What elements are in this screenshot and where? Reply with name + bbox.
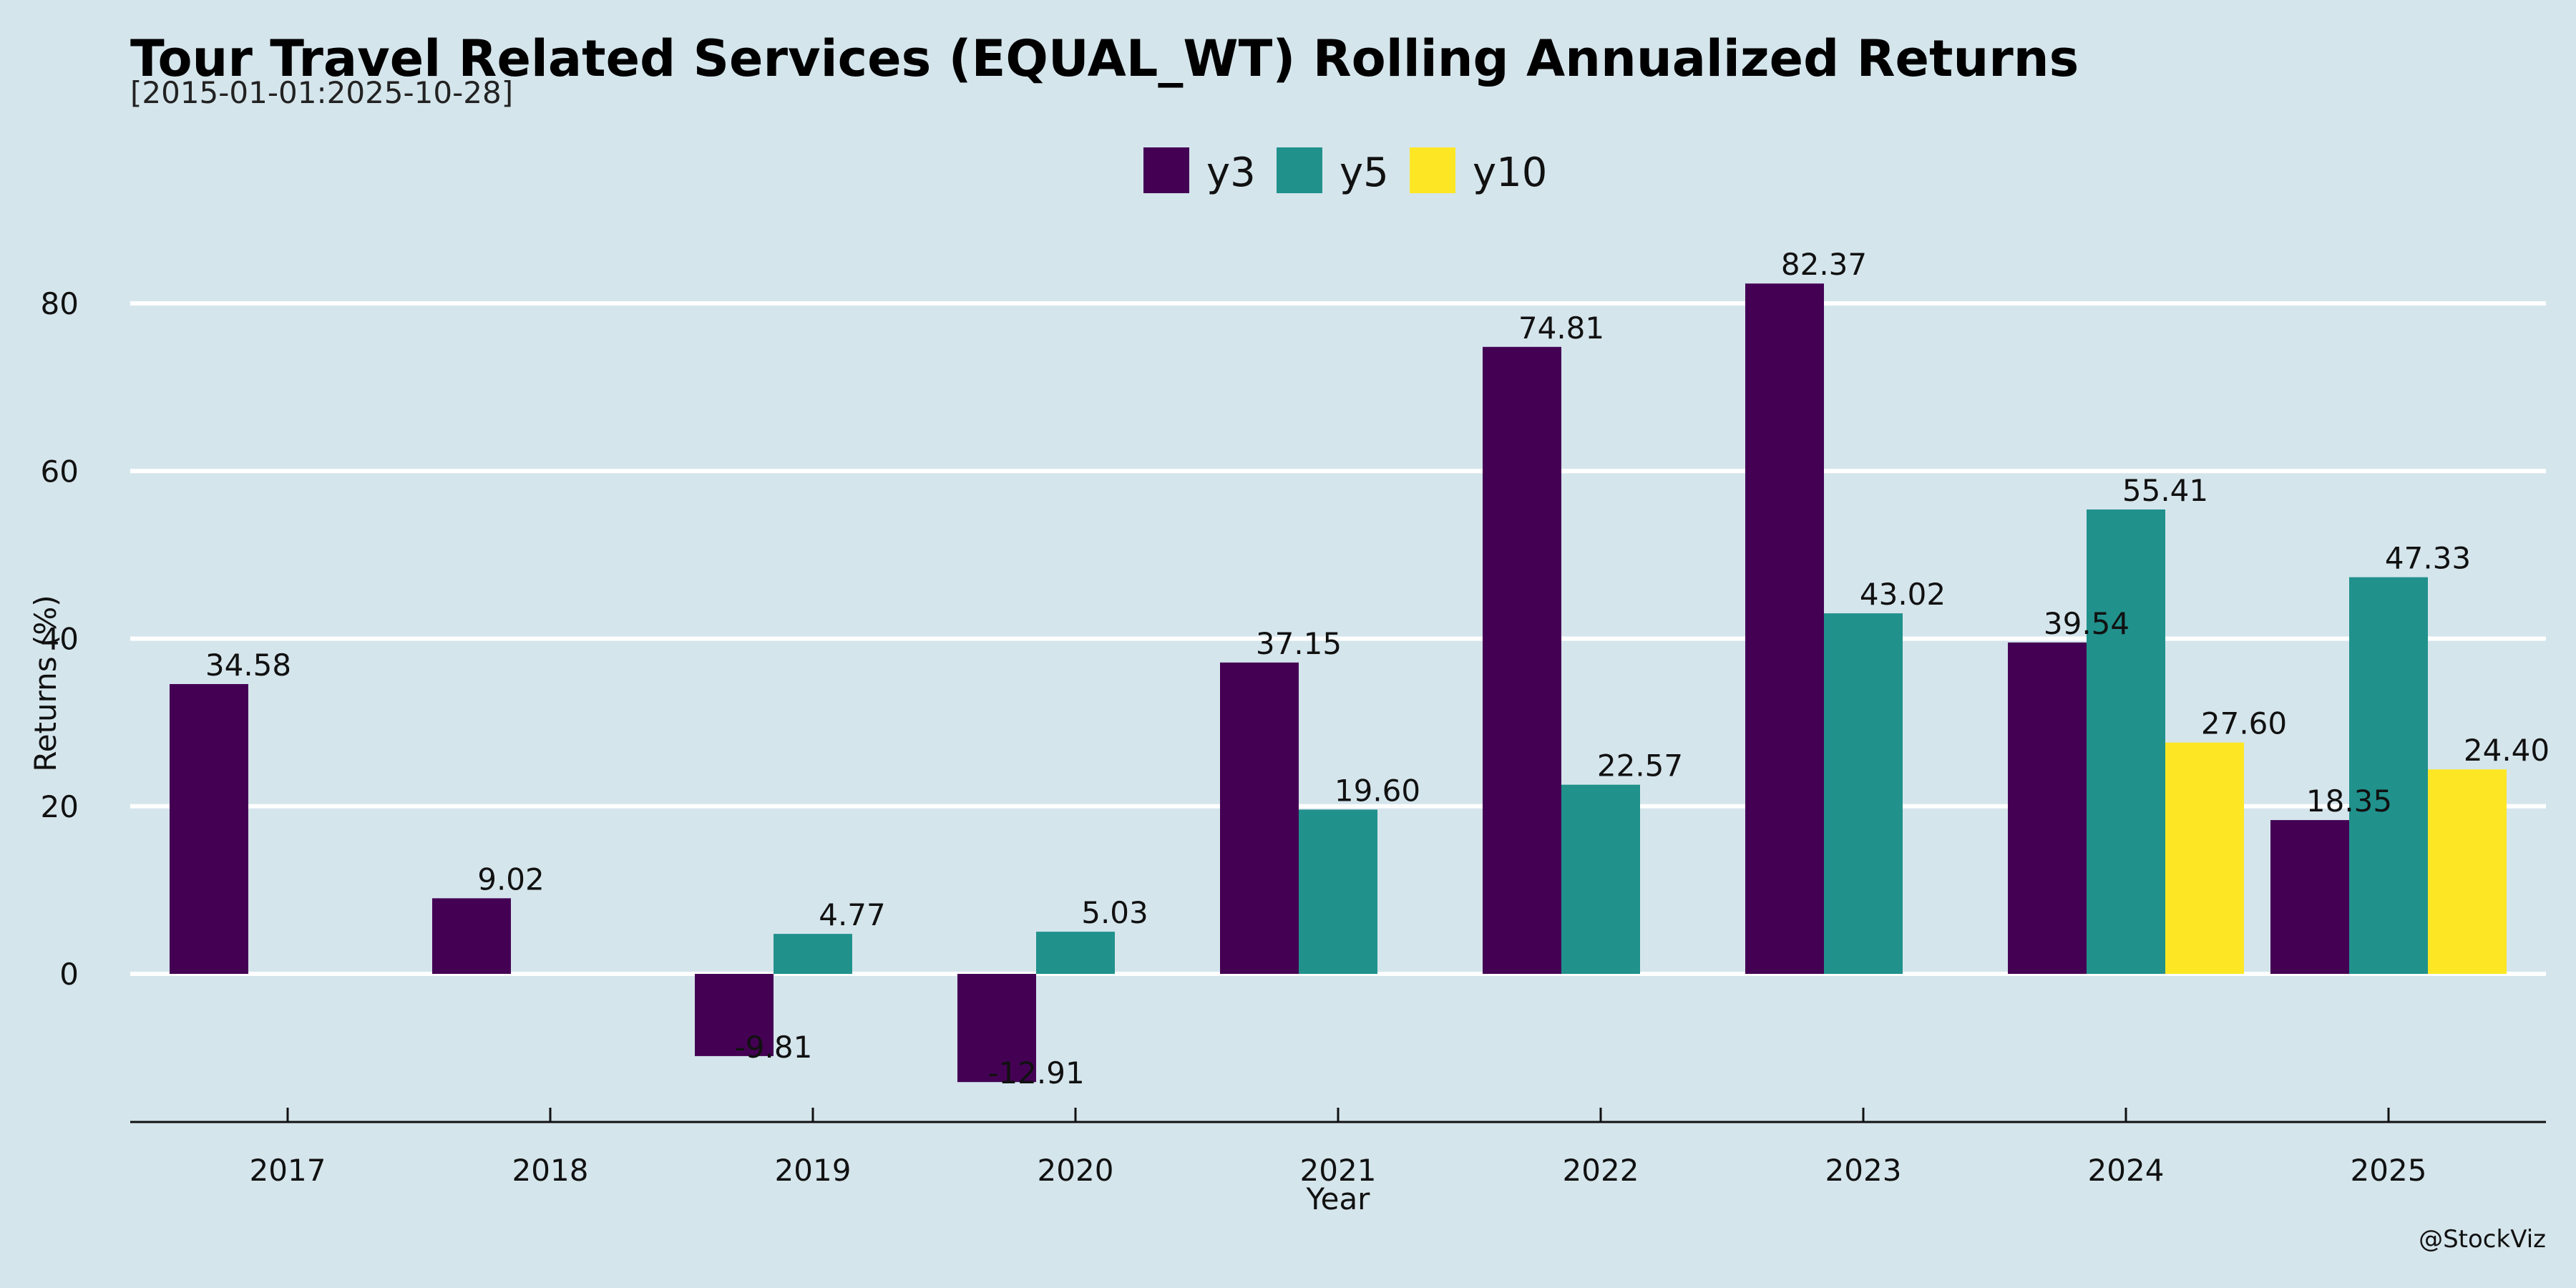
bar-y5-2021 — [1299, 809, 1377, 974]
bar-y5-2020 — [1036, 932, 1115, 974]
bar-y3-2022 — [1483, 346, 1561, 975]
legend-swatch-y10 — [1410, 147, 1455, 193]
chart-title: Tour Travel Related Services (EQUAL_WT) … — [130, 29, 2079, 88]
data-label-y5-2020: 5.03 — [1081, 895, 1148, 930]
bar-y3-2025 — [2270, 820, 2349, 974]
credit-text: @StockViz — [2419, 1225, 2546, 1254]
bar-y10-2024 — [2165, 742, 2244, 974]
data-label-y5-2023: 43.02 — [1860, 577, 1946, 612]
x-axis-ticks: 2017 2018 2019 2020 2021 2022 2023 2024 2025 — [250, 1108, 2427, 1188]
data-label-y3-2017: 34.58 — [205, 648, 291, 683]
data-label-y5-2022: 22.57 — [1597, 748, 1683, 784]
y-tick-label-40: 40 — [41, 622, 79, 657]
bar-y3-2024 — [2008, 642, 2087, 974]
data-label-y5-2025: 47.33 — [2385, 541, 2471, 576]
y-tick-label-60: 60 — [41, 454, 79, 489]
legend: y3 y5 y10 — [1143, 147, 1547, 196]
legend-label-y10: y10 — [1473, 150, 1547, 196]
bar-y3-2021 — [1220, 662, 1299, 974]
data-label-y5-2021: 19.60 — [1335, 773, 1420, 808]
data-label-y3-2025: 18.35 — [2306, 784, 2392, 819]
y-tick-label-80: 80 — [41, 286, 79, 321]
x-tick-label-2017: 2017 — [250, 1153, 326, 1188]
x-tick-label-2020: 2020 — [1038, 1153, 1114, 1188]
legend-swatch-y3 — [1143, 147, 1189, 193]
data-label-y3-2020: -12.91 — [987, 1055, 1084, 1091]
y-axis-ticks: 0 20 40 60 80 — [41, 286, 79, 992]
bar-y5-2022 — [1561, 784, 1640, 974]
y-tick-label-20: 20 — [41, 789, 79, 824]
data-label-y3-2019: -9.81 — [735, 1030, 813, 1065]
x-tick-label-2022: 2022 — [1563, 1153, 1639, 1188]
x-axis-label: Year — [1306, 1181, 1371, 1216]
chart-subtitle: [2015-01-01:2025-10-28] — [130, 75, 513, 110]
bars — [170, 283, 2507, 1083]
bar-y5-2019 — [774, 934, 852, 974]
data-label-y3-2018: 9.02 — [477, 862, 545, 897]
bar-y3-2023 — [1745, 283, 1824, 975]
data-label-y10-2025: 24.40 — [2464, 733, 2550, 768]
x-tick-label-2025: 2025 — [2351, 1153, 2427, 1188]
x-tick-label-2023: 2023 — [1825, 1153, 1902, 1188]
bar-y5-2024 — [2087, 509, 2165, 974]
data-label-y10-2024: 27.60 — [2201, 706, 2287, 741]
data-label-y3-2023: 82.37 — [1781, 247, 1867, 282]
data-labels: 34.58 9.02 -9.81 4.77 -12.91 5.03 37.15 19.60 74… — [205, 247, 2550, 1091]
bar-y5-2025 — [2349, 577, 2428, 974]
bar-y3-2020 — [957, 974, 1036, 1083]
data-label-y3-2024: 39.54 — [2044, 606, 2129, 641]
bar-y3-2018 — [432, 898, 511, 974]
x-tick-label-2021: 2021 — [1300, 1153, 1377, 1188]
bar-y10-2025 — [2428, 769, 2507, 974]
legend-label-y3: y3 — [1206, 150, 1256, 196]
x-tick-label-2024: 2024 — [2088, 1153, 2165, 1188]
bar-y3-2019 — [695, 974, 774, 1056]
data-label-y5-2019: 4.77 — [819, 897, 886, 932]
data-label-y3-2021: 37.15 — [1256, 626, 1342, 661]
x-tick-label-2018: 2018 — [512, 1153, 589, 1188]
legend-label-y5: y5 — [1340, 150, 1389, 196]
x-tick-label-2019: 2019 — [775, 1153, 852, 1188]
y-axis-label: Returns (%) — [28, 595, 63, 771]
bar-y3-2017 — [170, 683, 248, 974]
legend-swatch-y5 — [1277, 147, 1322, 193]
y-tick-label-0: 0 — [59, 957, 79, 992]
data-label-y5-2024: 55.41 — [2122, 473, 2208, 508]
data-label-y3-2022: 74.81 — [1518, 311, 1604, 346]
bar-y5-2023 — [1824, 613, 1903, 974]
